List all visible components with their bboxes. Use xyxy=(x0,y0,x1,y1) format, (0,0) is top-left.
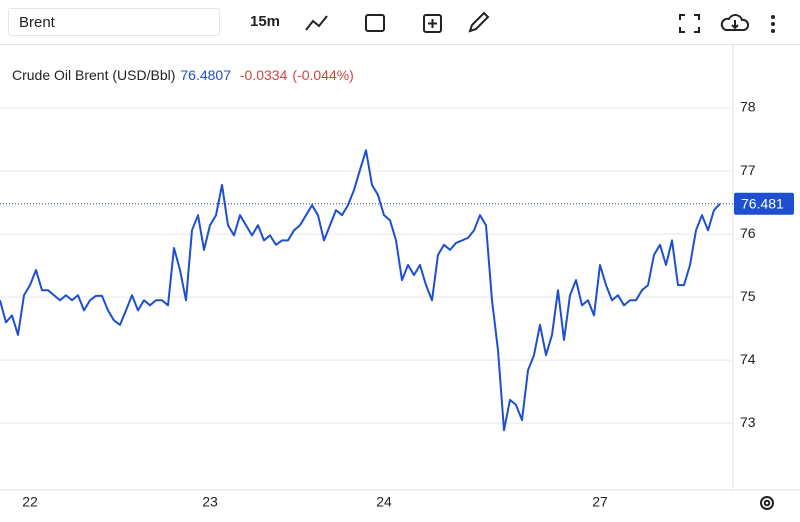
x-tick-label: 22 xyxy=(22,494,38,510)
series-name: Crude Oil Brent (USD/Bbl) xyxy=(12,67,176,83)
last-value: 76.4807 xyxy=(180,67,231,83)
add-plus xyxy=(428,19,437,28)
toolbar-icons xyxy=(0,11,800,510)
draw-icon[interactable] xyxy=(468,11,490,33)
y-tick-label: 76 xyxy=(740,225,756,241)
add-icon[interactable] xyxy=(423,14,442,33)
menu-icon[interactable] xyxy=(771,15,775,33)
y-tick-label: 77 xyxy=(740,162,756,178)
legend: Crude Oil Brent (USD/Bbl) 76.4807 -0.0334… xyxy=(12,67,359,83)
toolbar: Brent 15m xyxy=(0,0,800,45)
settings-icon[interactable] xyxy=(760,496,774,510)
y-tick-label: 78 xyxy=(740,99,756,115)
change: -0.0334 xyxy=(239,67,288,83)
y-tick-label: 74 xyxy=(740,351,756,367)
interval-button[interactable]: 15m xyxy=(250,13,281,30)
fullscreen-icon[interactable] xyxy=(679,14,700,33)
download-icon[interactable] xyxy=(720,14,750,31)
last-price-label: 76.481 xyxy=(741,195,784,211)
change-pct: (-0.044%) xyxy=(292,67,354,83)
x-tick-label: 24 xyxy=(376,494,392,510)
y-tick-label: 75 xyxy=(740,288,756,304)
x-tick-label: 23 xyxy=(202,494,218,510)
last-price-box xyxy=(734,192,794,215)
calendar-icon[interactable] xyxy=(365,14,385,32)
x-tick-label: 27 xyxy=(592,494,608,510)
price-line xyxy=(0,149,721,432)
chart-type-icon[interactable] xyxy=(305,15,328,31)
y-tick-label: 73 xyxy=(740,414,756,430)
symbol-input[interactable]: Brent xyxy=(8,8,220,36)
